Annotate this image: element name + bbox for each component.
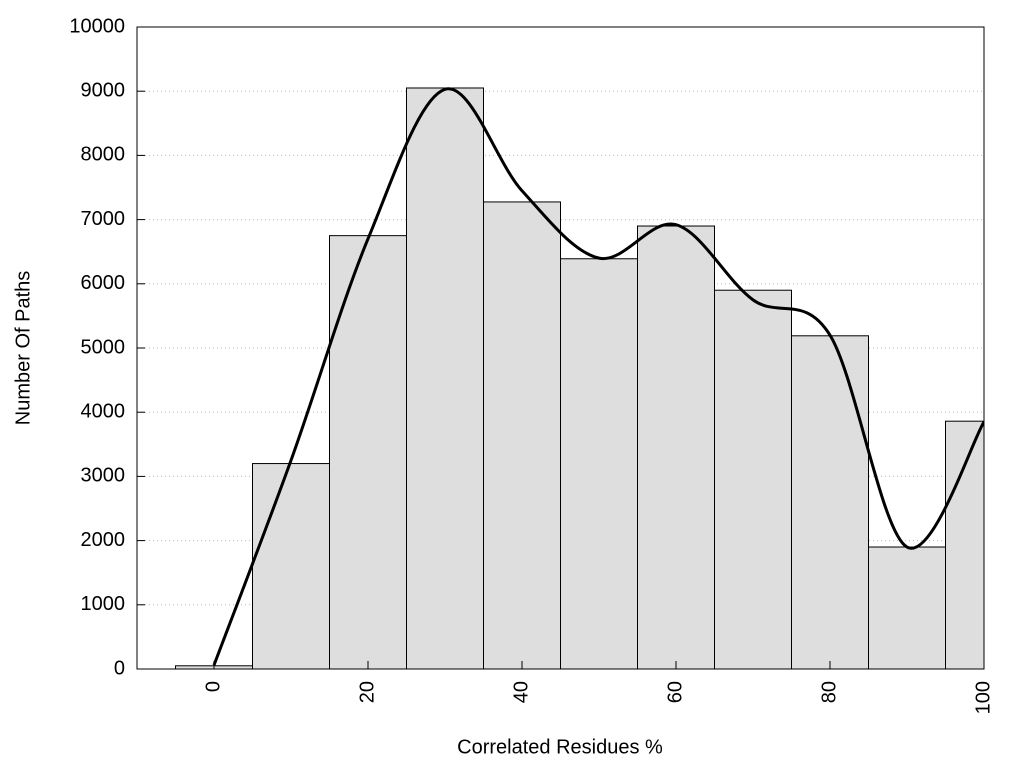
y-tick-label: 4000 (81, 400, 126, 422)
plot-area (175, 87, 984, 669)
y-tick-label: 9000 (81, 79, 126, 101)
bar (560, 258, 638, 669)
y-tick-label: 6000 (81, 272, 126, 294)
y-tick-label: 5000 (81, 336, 126, 358)
bar (791, 335, 869, 669)
x-tick-label: 40 (510, 681, 532, 703)
x-tick-label: 0 (202, 681, 224, 692)
bar (406, 87, 484, 669)
x-tick-label: 100 (972, 681, 994, 714)
x-tick-label: 60 (664, 681, 686, 703)
bar (714, 289, 792, 669)
y-axis-label: Number Of Paths (12, 271, 34, 426)
x-tick-label: 20 (356, 681, 378, 703)
plot-frame (136, 26, 985, 670)
bar (252, 463, 330, 669)
y-tick-label: 3000 (81, 465, 126, 487)
x-axis-label: Correlated Residues % (457, 736, 663, 758)
y-tick-label: 1000 (81, 593, 126, 615)
bar (637, 225, 715, 669)
y-tick-label: 10000 (69, 15, 125, 37)
y-tick-label: 0 (114, 657, 125, 679)
bar (329, 235, 407, 669)
y-tick-label: 8000 (81, 144, 126, 166)
y-tick-label: 7000 (81, 208, 126, 230)
bar (868, 546, 946, 669)
bar (483, 201, 561, 669)
y-tick-label: 2000 (81, 529, 126, 551)
density-curve (212, 87, 984, 666)
x-tick-label: 80 (818, 681, 840, 703)
